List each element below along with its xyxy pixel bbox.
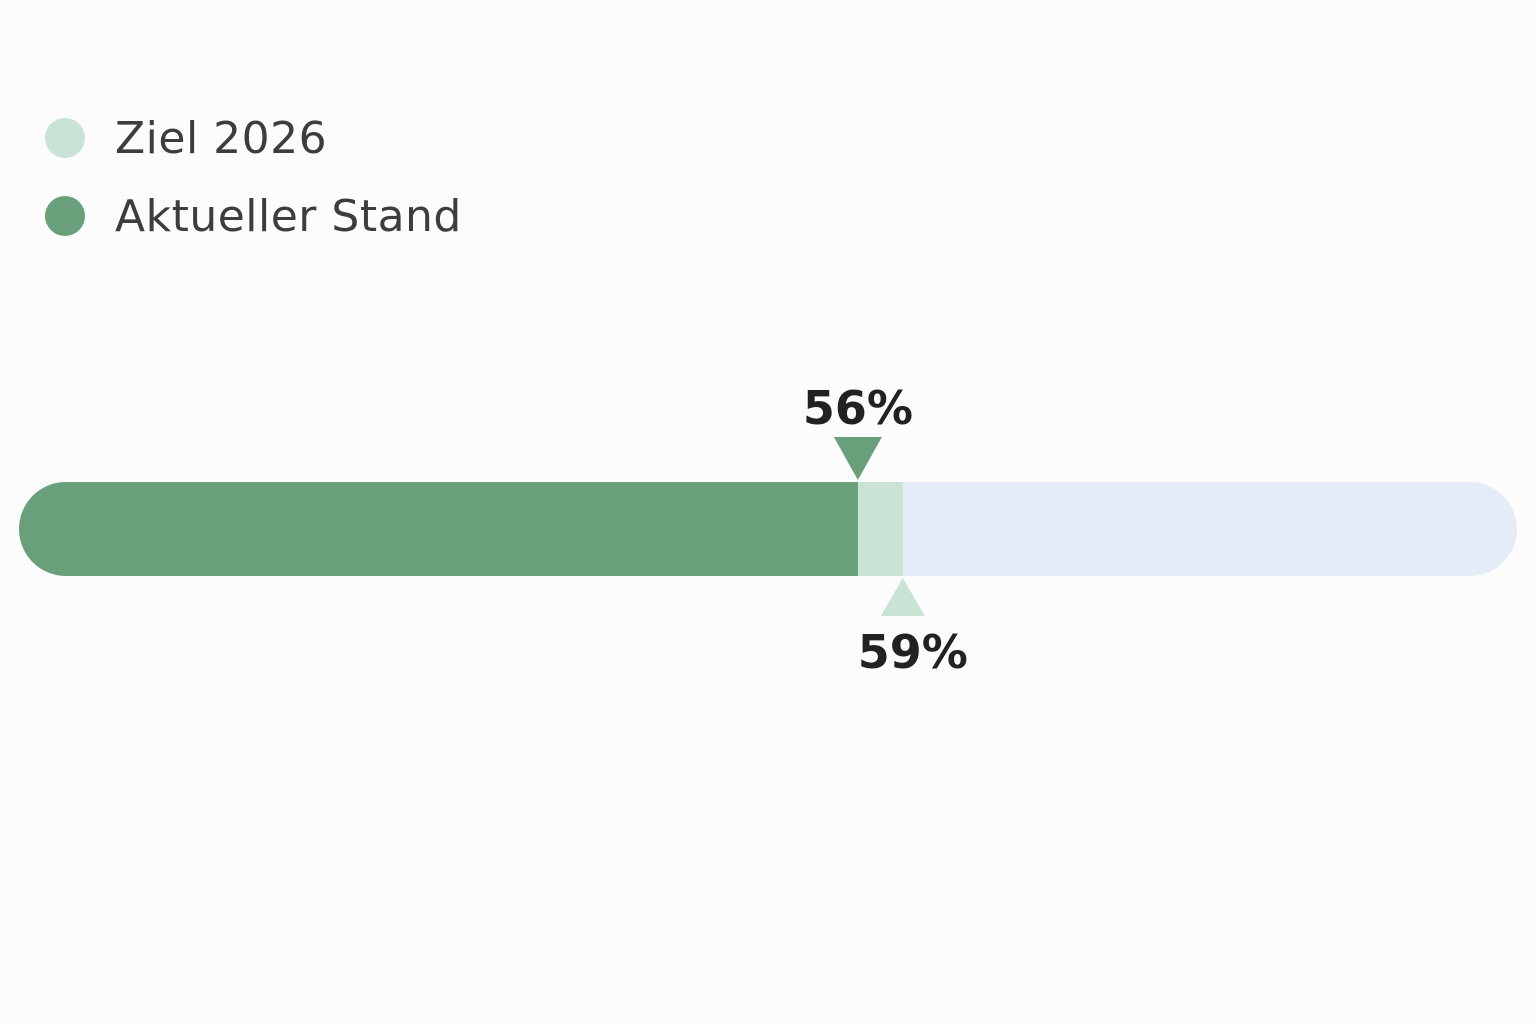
bar-current: [19, 482, 858, 576]
current-value-label: 56%: [803, 381, 913, 435]
legend-item-target: Ziel 2026: [45, 112, 462, 164]
legend-label-target: Ziel 2026: [115, 112, 328, 164]
target-marker: [880, 578, 925, 616]
legend-label-current: Aktueller Stand: [115, 190, 462, 242]
legend-item-current: Aktueller Stand: [45, 190, 462, 242]
current-marker: [833, 437, 882, 480]
target-value-label: 59%: [858, 625, 968, 679]
legend-swatch-target: [45, 118, 85, 158]
bar-group: [19, 482, 1517, 576]
legend-swatch-current: [45, 196, 85, 236]
legend: Ziel 2026 Aktueller Stand: [45, 112, 462, 268]
